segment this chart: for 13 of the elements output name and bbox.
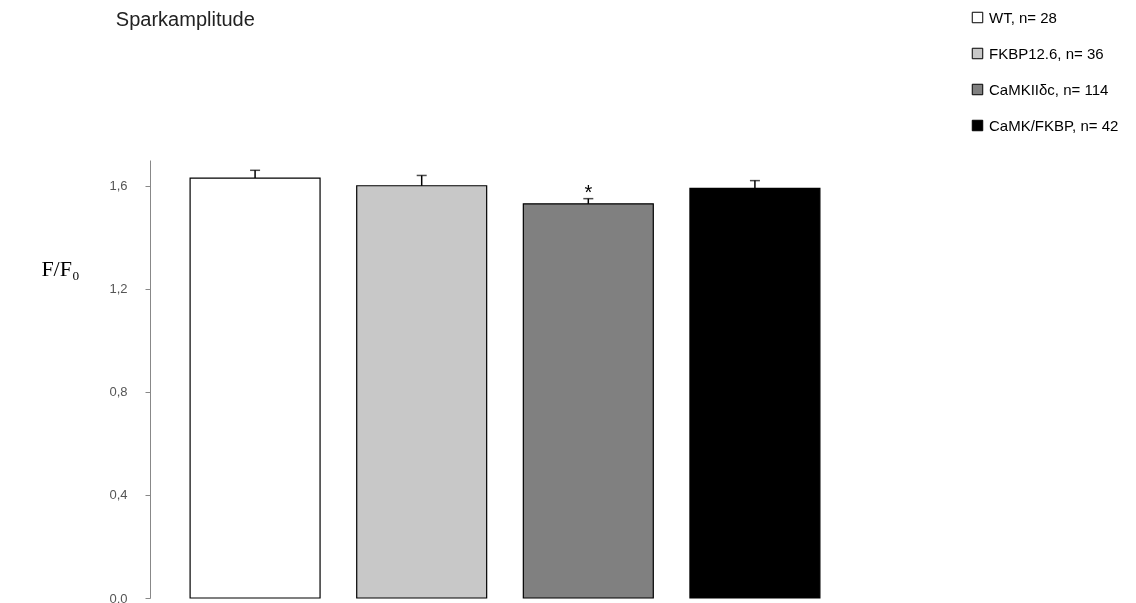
y-tick-label: 0,4: [109, 487, 128, 503]
chart-title: Sparkamplitude: [115, 8, 255, 30]
y-tick-label: 1,2: [109, 281, 128, 297]
legend-label: WT, n= 28: [989, 8, 1057, 26]
legend-label: CaMKIIδc, n= 114: [989, 80, 1109, 98]
bar: [522, 203, 654, 599]
y-axis-title: F/F₀: [41, 255, 80, 281]
legend-label: FKBP12.6, n= 36: [989, 44, 1104, 62]
annotation: *: [584, 180, 593, 203]
legend-label: CaMK/FKBP, n= 42: [989, 116, 1119, 134]
y-tick-label: 1,6: [109, 178, 128, 194]
y-tick-label: 0,8: [109, 384, 128, 400]
y-tick-label: 0.0: [109, 590, 128, 603]
